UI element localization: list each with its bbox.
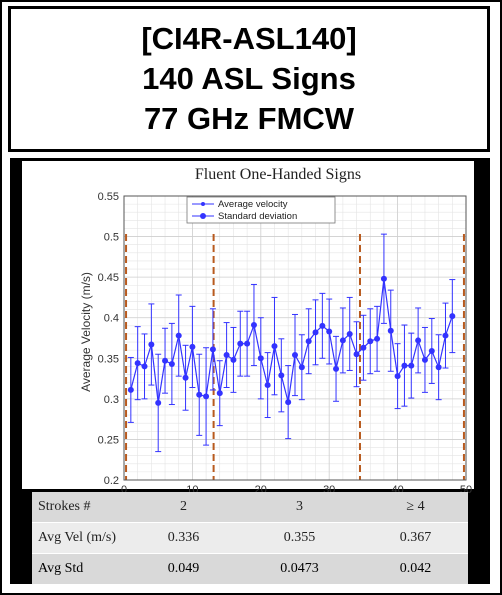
data-point [333, 365, 340, 372]
data-point [374, 335, 381, 342]
table-cell: 0.336 [131, 522, 237, 554]
table-header-cell: 2 [131, 492, 237, 523]
plot-border [123, 195, 467, 481]
data-point [148, 341, 155, 348]
y-tick-label: 0.55 [98, 191, 119, 203]
data-point [257, 355, 264, 362]
data-point [271, 343, 278, 350]
data-point [127, 386, 134, 393]
table-row: Avg Vel (m/s) 0.336 0.355 0.367 [32, 522, 468, 554]
data-point [305, 338, 312, 345]
data-point [346, 330, 353, 337]
legend-box [186, 196, 336, 224]
table-header-cell: Strokes # [32, 492, 131, 523]
data-point [278, 372, 285, 379]
data-point [442, 332, 449, 339]
data-point [401, 362, 408, 369]
data-point [292, 352, 298, 359]
data-point [449, 313, 456, 320]
chart-title: Fluent One-Handed Signs [195, 166, 361, 183]
data-point [298, 364, 305, 371]
dataset-header: [CI4R-ASL140] 140 ASL Signs 77 GHz FMCW [8, 6, 490, 152]
data-point [141, 363, 148, 370]
data-point [244, 340, 251, 347]
data-point [408, 362, 415, 369]
dataset-name: [CI4R-ASL140] [141, 21, 357, 56]
table-cell: 0.042 [362, 553, 468, 585]
data-point [250, 322, 257, 329]
data-point [319, 322, 326, 329]
y-tick-label: 0.5 [104, 232, 119, 244]
data-point [203, 393, 210, 400]
data-point [367, 338, 374, 345]
table-cell: Avg Std [32, 553, 131, 585]
legend-label-std: Standard deviation [218, 211, 297, 222]
data-point [223, 352, 230, 359]
table-header-cell: 3 [236, 492, 363, 523]
y-tick-label: 0.25 [98, 434, 119, 446]
y-axis-label: Average Velocity (m/s) [79, 272, 93, 392]
y-tick-label: 0.3 [104, 394, 119, 406]
data-point [435, 364, 442, 371]
table-cell: 0.0473 [236, 553, 363, 585]
data-point [196, 391, 203, 398]
sign-count: 140 ASL Signs [142, 61, 356, 96]
table-cell: 0.355 [236, 522, 363, 554]
data-point [134, 360, 141, 367]
stroke-stats-table: Strokes # 2 3 ≥ 4 Avg Vel (m/s) 0.336 0.… [32, 492, 468, 585]
data-point [175, 332, 182, 339]
data-point [285, 399, 292, 406]
data-point [237, 340, 244, 347]
data-point [326, 328, 333, 335]
table-row: Avg Std 0.049 0.0473 0.042 [32, 553, 468, 585]
data-point [162, 357, 169, 364]
legend-label-average: Average velocity [218, 199, 288, 210]
y-tick-label: 0.45 [98, 272, 119, 284]
data-point [353, 351, 360, 358]
data-point [380, 275, 387, 282]
y-tick-label: 0.2 [104, 475, 119, 487]
legend-marker-average [201, 202, 205, 206]
table-cell: 0.367 [362, 522, 468, 554]
table-header-row: Strokes # 2 3 ≥ 4 [32, 492, 468, 523]
table-header-cell: ≥ 4 [362, 492, 468, 523]
legend-marker-std [200, 213, 206, 219]
data-point [168, 360, 175, 367]
data-point [421, 356, 428, 363]
data-point [339, 337, 346, 344]
data-point [264, 382, 271, 389]
data-point [216, 390, 223, 397]
data-point [230, 356, 237, 363]
x-tick-label: 0 [121, 484, 127, 496]
data-point [428, 347, 435, 354]
legend: Average velocity Standard deviation [186, 196, 336, 224]
data-point [394, 373, 401, 380]
table-cell: 0.049 [131, 553, 237, 585]
data-point [387, 327, 394, 334]
radar-type: 77 GHz FMCW [143, 101, 355, 136]
data-point [155, 399, 162, 406]
data-point [312, 329, 319, 336]
data-point [182, 374, 189, 381]
data-point [360, 344, 367, 351]
data-points [127, 275, 456, 406]
data-point [209, 346, 216, 353]
y-tick-label: 0.35 [98, 353, 119, 365]
table-cell: Avg Vel (m/s) [32, 522, 131, 554]
data-point [189, 343, 196, 350]
y-tick-label: 0.4 [104, 313, 119, 325]
data-point [415, 337, 422, 344]
